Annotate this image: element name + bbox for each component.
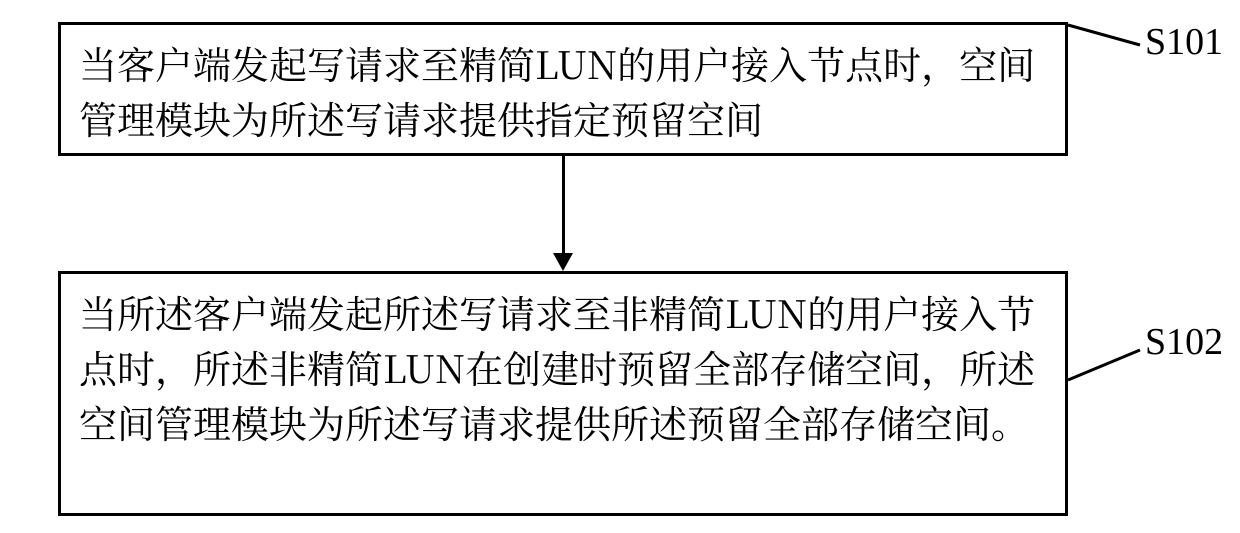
step-label-s102: S102 bbox=[1145, 320, 1223, 364]
arrow-s101-to-s102 bbox=[562, 156, 565, 253]
flow-step-s101: 当客户端发起写请求至精简LUN的用户接入节点时，空间管理模块为所述写请求提供指定… bbox=[58, 22, 1068, 156]
flow-step-s102-text: 当所述客户端发起所述写请求至非精简LUN的用户接入节点时，所述非精简LUN在创建… bbox=[79, 284, 1047, 449]
arrow-head-icon bbox=[553, 253, 573, 271]
flow-step-s102: 当所述客户端发起所述写请求至非精简LUN的用户接入节点时，所述非精简LUN在创建… bbox=[58, 271, 1068, 516]
step-label-s101: S101 bbox=[1145, 20, 1223, 64]
flow-step-s101-text: 当客户端发起写请求至精简LUN的用户接入节点时，空间管理模块为所述写请求提供指定… bbox=[79, 35, 1047, 145]
